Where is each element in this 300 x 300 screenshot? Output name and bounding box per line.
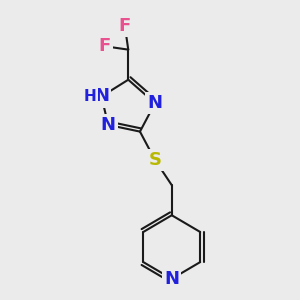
Text: N: N xyxy=(94,88,109,106)
Text: N: N xyxy=(164,270,179,288)
Text: F: F xyxy=(99,37,111,55)
Text: F: F xyxy=(119,17,131,35)
Text: S: S xyxy=(148,151,161,169)
Text: N: N xyxy=(101,116,116,134)
Text: N: N xyxy=(148,94,163,112)
Text: H: H xyxy=(83,89,96,104)
